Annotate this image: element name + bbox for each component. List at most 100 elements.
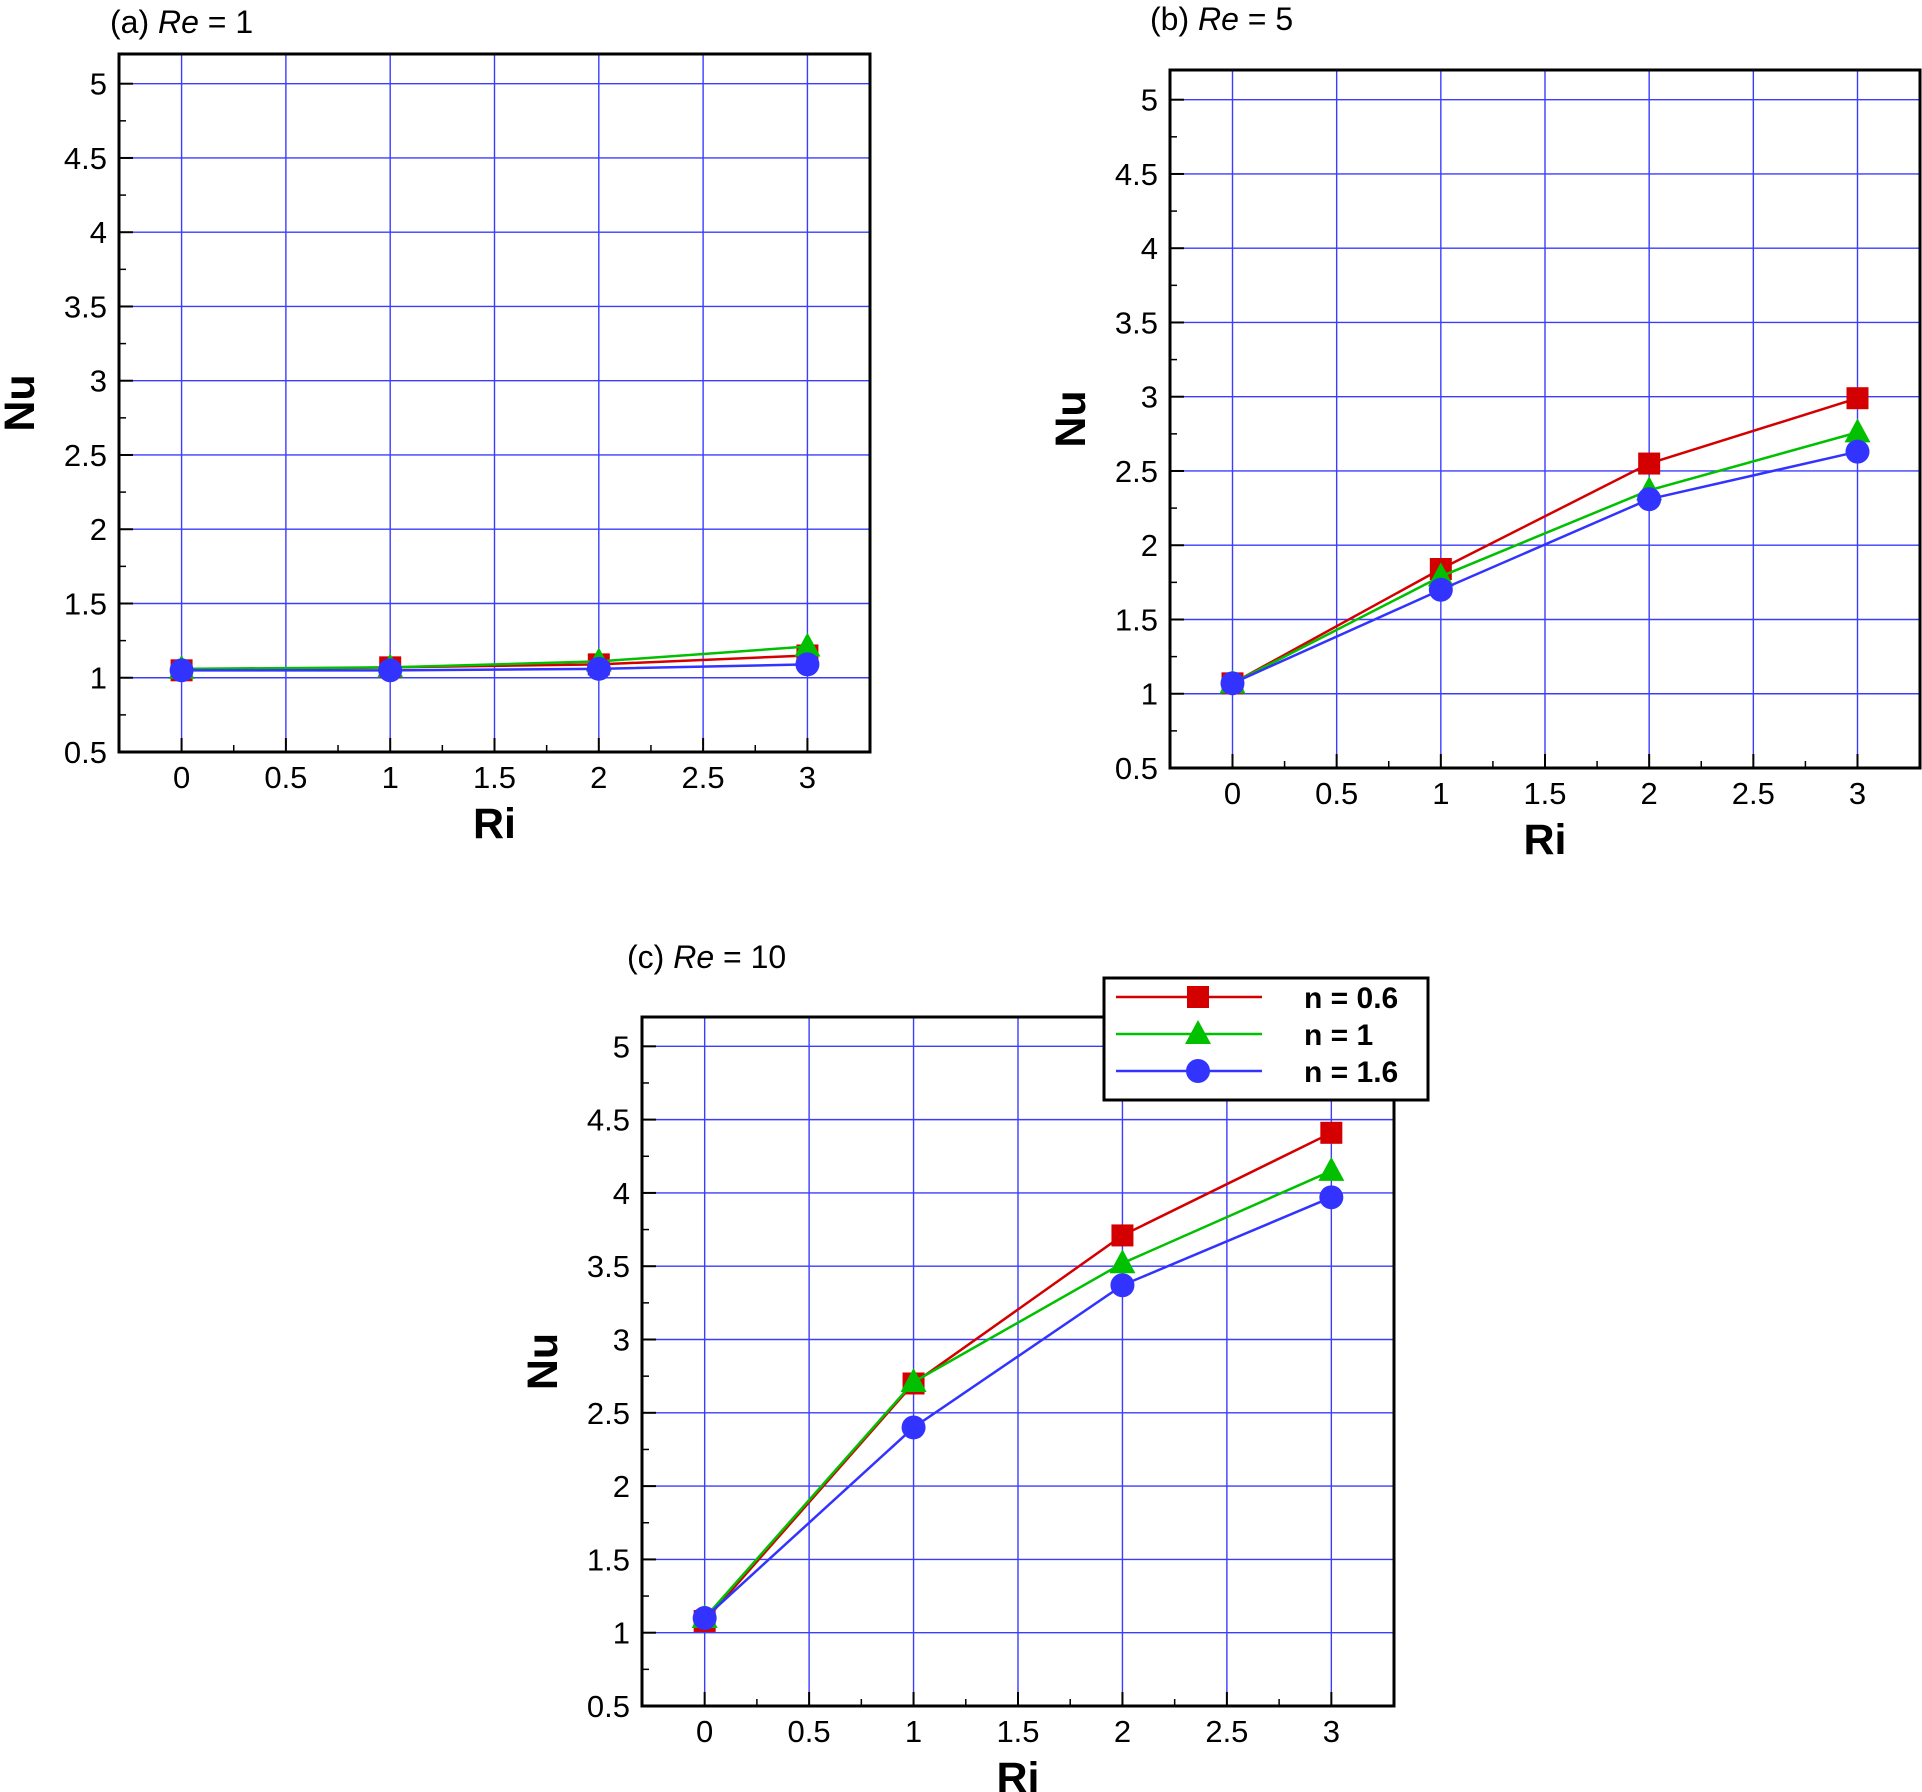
data-point-1-3 (1318, 1156, 1345, 1181)
y-axis-title: Nu (1047, 390, 1095, 447)
data-point-0-3 (1320, 1121, 1343, 1144)
y-tick-label-5: 3 (90, 364, 107, 399)
series-line-1 (181, 645, 808, 671)
data-point-2-3 (1845, 439, 1870, 464)
y-tick-label-5: 3 (613, 1323, 630, 1358)
x-tick-label-0: 0 (696, 1714, 713, 1749)
data-point-2-1 (1428, 577, 1453, 602)
y-axis-title: Nu (519, 1333, 567, 1390)
x-axis-title: Ri (997, 1754, 1040, 1792)
y-tick-label-4: 2.5 (64, 438, 107, 473)
data-point-0-2 (1111, 1224, 1134, 1247)
data-point-2-1 (901, 1415, 926, 1440)
x-tick-label-2: 1 (1432, 776, 1449, 811)
x-tick-label-0: 0 (1224, 776, 1241, 811)
panel-title-suffix: = 1 (199, 4, 253, 40)
y-tick-label-4: 2.5 (1115, 454, 1158, 489)
series-line-0 (703, 1131, 1332, 1622)
y-tick-label-9: 5 (90, 67, 107, 102)
y-tick-label-7: 4 (613, 1176, 630, 1211)
y-tick-label-4: 2.5 (587, 1396, 630, 1431)
series-line-2 (703, 1196, 1332, 1619)
y-tick-label-9: 5 (613, 1029, 630, 1064)
y-tick-label-0: 0.5 (587, 1689, 630, 1724)
x-tick-label-5: 2.5 (682, 760, 725, 795)
data-point-0-3 (1846, 387, 1869, 410)
panel-title-prefix: (c) (627, 939, 673, 975)
x-tick-label-1: 0.5 (1315, 776, 1358, 811)
data-point-2-0 (1220, 671, 1245, 696)
panel-title-italic: Re (1198, 1, 1239, 37)
y-tick-label-1: 1 (1141, 677, 1158, 712)
series-2 (692, 1185, 1344, 1631)
y-tick-label-0: 0.5 (64, 735, 107, 770)
x-tick-label-4: 2 (1641, 776, 1658, 811)
x-tick-label-2: 1 (382, 760, 399, 795)
legend: n = 0.6 n = 1 n = 1.6 (1102, 976, 1430, 1102)
y-tick-label-8: 4.5 (64, 141, 107, 176)
legend-marker-1 (1185, 1020, 1211, 1044)
y-tick-label-5: 3 (1141, 380, 1158, 415)
data-point-1-3 (1844, 418, 1871, 443)
x-tick-label-4: 2 (590, 760, 607, 795)
data-point-2-0 (169, 658, 194, 683)
legend-label-1: n = 1 (1304, 1019, 1373, 1052)
panel-title: (a) Re = 1 (110, 4, 253, 40)
data-point-2-3 (1319, 1185, 1344, 1210)
legend-label-2: n = 1.6 (1304, 1056, 1398, 1089)
panel-title-prefix: (b) (1150, 1, 1198, 37)
series-1 (691, 1156, 1345, 1629)
data-point-1-1 (900, 1368, 927, 1393)
y-tick-label-6: 3.5 (587, 1249, 630, 1284)
x-tick-label-1: 0.5 (788, 1714, 831, 1749)
x-tick-label-0: 0 (173, 760, 190, 795)
x-tick-label-3: 1.5 (473, 760, 516, 795)
legend-marker-2 (1186, 1059, 1210, 1083)
series-line-1 (703, 1169, 1332, 1619)
y-tick-label-2: 1.5 (587, 1542, 630, 1577)
y-tick-label-0: 0.5 (1115, 751, 1158, 786)
panel-title-prefix: (a) (110, 4, 158, 40)
data-point-1-2 (1109, 1249, 1136, 1274)
y-tick-label-3: 2 (1141, 528, 1158, 563)
panel-title-suffix: = 5 (1239, 1, 1293, 37)
series-line-2 (1231, 450, 1858, 685)
series-line-0 (1231, 397, 1858, 685)
data-point-2-1 (378, 658, 403, 683)
data-point-2-0 (692, 1606, 717, 1631)
y-tick-label-8: 4.5 (1115, 157, 1158, 192)
data-point-2-3 (795, 652, 820, 677)
x-tick-label-1: 0.5 (264, 760, 307, 795)
y-tick-label-3: 2 (90, 512, 107, 547)
x-tick-label-5: 2.5 (1205, 1714, 1248, 1749)
panel-title-suffix: = 10 (714, 939, 786, 975)
x-tick-label-6: 3 (1849, 776, 1866, 811)
legend-marker-0 (1187, 986, 1209, 1008)
panel-b: 0 0.5 1 1.5 2 2.5 3 0.5 1 1.5 2 2.5 3 3.5 4 4.5 5 Ri Nu (b)… (1047, 1, 1922, 864)
y-tick-label-9: 5 (1141, 83, 1158, 118)
y-tick-label-1: 1 (90, 661, 107, 696)
y-axis-title: Nu (0, 374, 44, 431)
panel-a: 0 0.5 1 1.5 2 2.5 3 0.5 1 1.5 2 2.5 3 3.5 4 4.5 5 Ri Nu (a)… (0, 4, 872, 848)
series-line-1 (1231, 431, 1858, 685)
x-tick-label-6: 3 (1323, 1714, 1340, 1749)
x-tick-label-2: 1 (905, 1714, 922, 1749)
series-line-2 (181, 663, 808, 672)
x-tick-label-4: 2 (1114, 1714, 1131, 1749)
x-axis-title: Ri (1524, 816, 1567, 864)
panel-title-italic: Re (673, 939, 714, 975)
x-tick-label-5: 2.5 (1732, 776, 1775, 811)
y-tick-label-6: 3.5 (64, 289, 107, 324)
data-point-2-2 (586, 656, 611, 681)
legend-label-0: n = 0.6 (1304, 982, 1398, 1015)
series-2 (1220, 439, 1870, 696)
y-tick-label-1: 1 (613, 1616, 630, 1651)
y-tick-label-6: 3.5 (1115, 305, 1158, 340)
y-tick-label-7: 4 (1141, 231, 1158, 266)
x-tick-label-6: 3 (799, 760, 816, 795)
x-tick-label-3: 1.5 (1523, 776, 1566, 811)
y-tick-label-7: 4 (90, 215, 107, 250)
panel-title: (c) Re = 10 (627, 939, 786, 975)
panel-title: (b) Re = 5 (1150, 1, 1293, 37)
